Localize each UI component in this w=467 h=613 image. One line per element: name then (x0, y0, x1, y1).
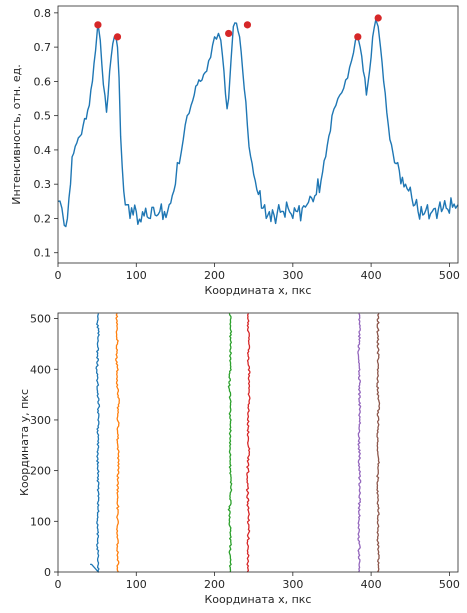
track-line (376, 313, 381, 573)
x-tick-label: 400 (361, 578, 382, 591)
y-tick-label: 0.2 (34, 212, 52, 225)
x-tick-label: 100 (126, 578, 147, 591)
y-tick-label: 500 (30, 313, 51, 326)
y-tick-label: 0.5 (34, 110, 52, 123)
x-tick-label: 0 (55, 269, 62, 282)
peak-point (243, 21, 252, 29)
x-tick-label: 100 (126, 269, 147, 282)
intensity-series-line (57, 19, 459, 228)
x-tick-label: 200 (204, 269, 225, 282)
y-tick-label: 0.6 (34, 75, 52, 88)
track-line (90, 313, 101, 573)
peak-point (113, 33, 122, 41)
peak-point (374, 14, 382, 22)
y-tick-label: 0.4 (34, 144, 52, 157)
x-axis-label: Координата x, пкс (205, 593, 312, 606)
x-tick-label: 200 (204, 578, 225, 591)
y-tick-label: 0.8 (34, 7, 52, 20)
y-tick-label: 300 (30, 414, 51, 427)
plot-frame (57, 312, 459, 573)
x-tick-label: 300 (282, 578, 303, 591)
y-tick-label: 0.1 (34, 247, 52, 260)
x-tick-label: 300 (282, 269, 303, 282)
y-tick-label: 100 (30, 515, 51, 528)
track-line (115, 313, 120, 573)
y-tick-label: 0.7 (34, 41, 52, 54)
x-tick-label: 500 (439, 578, 460, 591)
y-tick-label: 0.3 (34, 178, 52, 191)
x-tick-label: 500 (439, 269, 460, 282)
track-line (227, 313, 233, 573)
peak-point (354, 33, 362, 41)
track-line (357, 313, 362, 573)
peak-point (94, 21, 102, 29)
track-line (245, 313, 251, 573)
y-tick-label: 0 (44, 566, 51, 579)
y-tick-label: 400 (30, 363, 51, 376)
y-axis-label: Интенсивность, отн. ед. (10, 64, 23, 205)
plot-frame (57, 5, 459, 264)
peak-point (225, 29, 233, 38)
y-axis-label: Координата y, пкс (18, 389, 31, 496)
x-axis-label: Координата x, пкс (205, 284, 312, 297)
x-tick-label: 0 (55, 578, 62, 591)
y-tick-label: 200 (30, 465, 51, 478)
x-tick-label: 400 (361, 269, 382, 282)
